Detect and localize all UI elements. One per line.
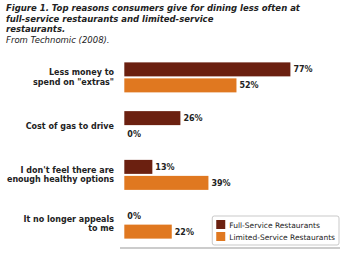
bar <box>124 111 180 125</box>
category-label: I don't feel there areenough healthy opt… <box>7 166 115 185</box>
title: Figure 1. Top reasons consumers give for… <box>6 3 301 34</box>
bars <box>124 62 290 238</box>
data-label: 52% <box>239 81 258 90</box>
data-labels: 77% 52% 26% 0% 13% 39% 0% 22% <box>127 65 312 236</box>
bar <box>124 62 290 76</box>
x-axis-line <box>120 248 340 249</box>
data-label: 39% <box>211 179 230 188</box>
subtitle: From Technomic (2008). <box>6 35 110 45</box>
bar <box>124 225 171 239</box>
legend: Full-Service Restaurants Limited-Service … <box>212 216 339 245</box>
legend-swatch <box>216 232 225 241</box>
bar <box>124 209 125 223</box>
data-label: 0% <box>127 212 141 221</box>
legend-frame <box>212 216 339 245</box>
bar <box>124 127 125 141</box>
data-label: 26% <box>183 114 202 123</box>
category-label: Less money tospend on "extras" <box>33 68 114 87</box>
legend-swatch <box>216 220 225 229</box>
data-label: 0% <box>127 130 141 139</box>
bar <box>124 160 152 174</box>
bar <box>124 176 208 190</box>
category-label: It no longer appealsto me <box>23 215 114 234</box>
chart: Figure 1. Top reasons consumers give for… <box>0 0 350 254</box>
bar <box>124 78 236 92</box>
data-label: 77% <box>293 65 312 74</box>
legend-label: Full-Service Restaurants <box>229 221 320 230</box>
category-label: Cost of gas to drive <box>26 122 115 131</box>
data-label: 13% <box>155 163 174 172</box>
data-label: 22% <box>175 228 194 237</box>
legend-label: Limited-Service Restaurants <box>229 233 335 242</box>
